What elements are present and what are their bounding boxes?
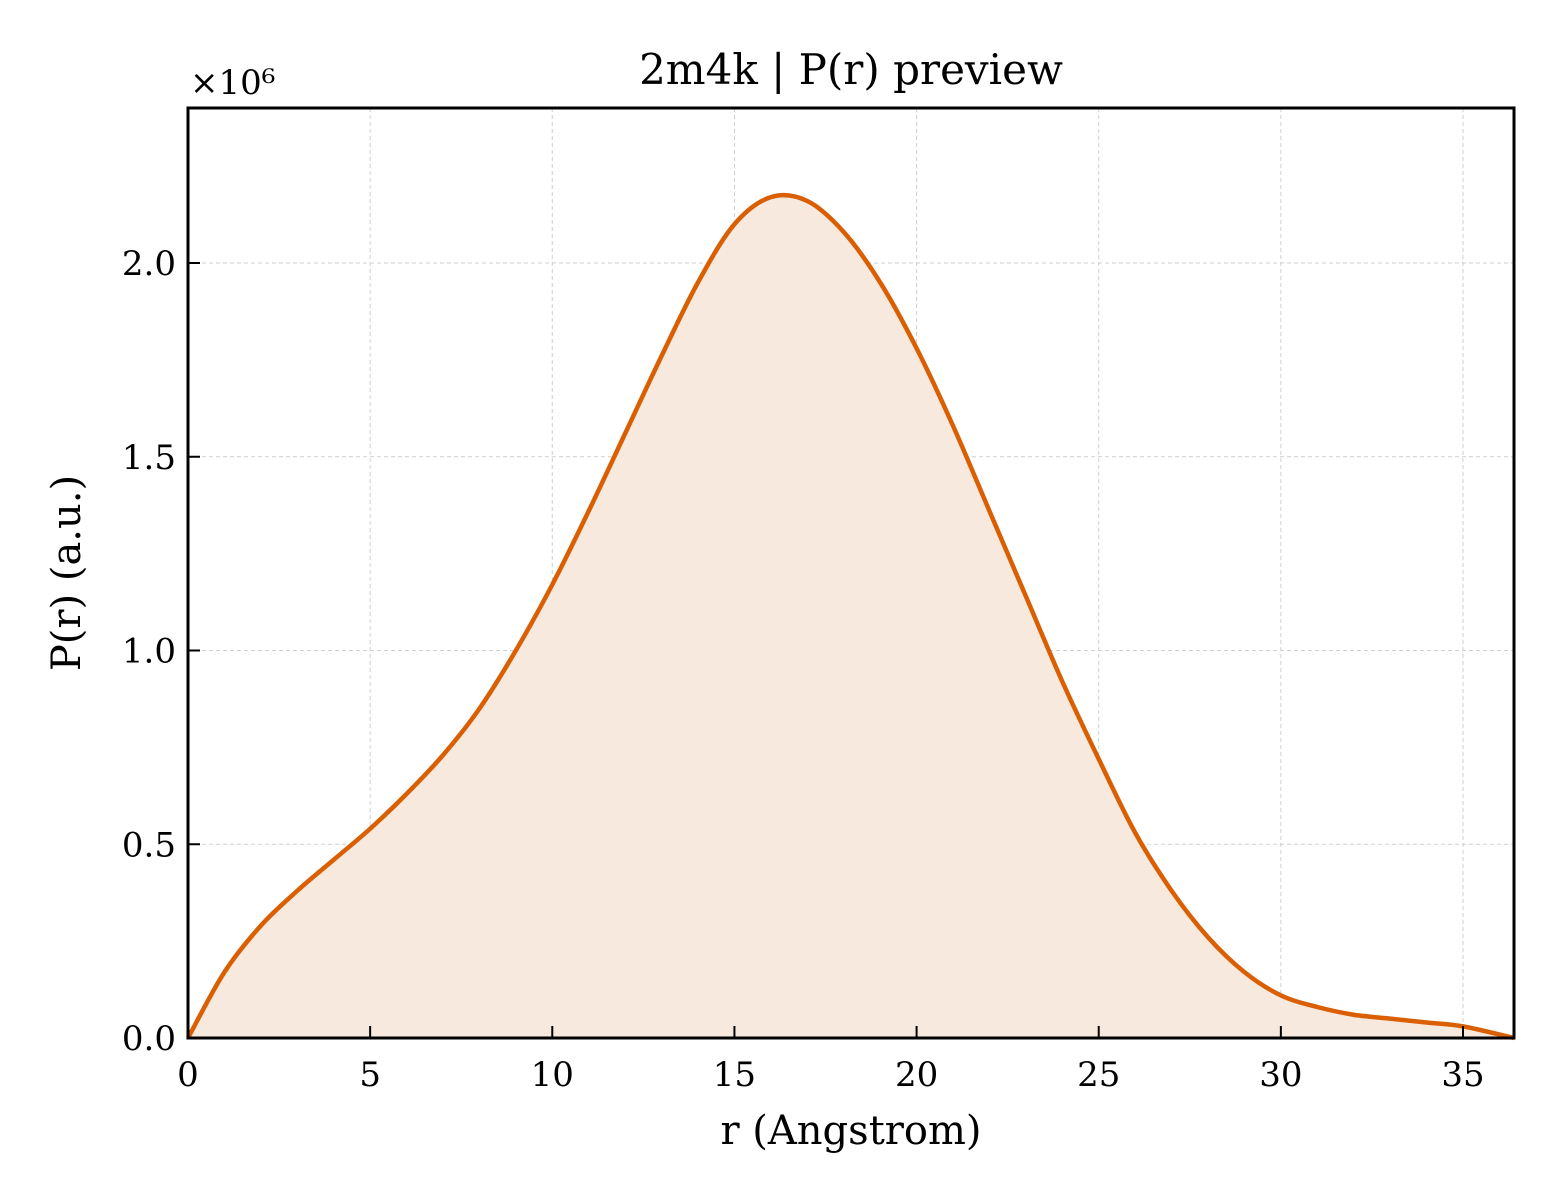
x-tick-label: 15 <box>713 1055 756 1095</box>
x-tick-label: 0 <box>177 1055 199 1095</box>
y-tick-label: 2.0 <box>122 244 176 284</box>
y-tick-label: 0.5 <box>122 825 176 865</box>
ticks: 0 5 10 15 20 25 30 35 0.0 0.5 1.0 1.5 2.0 <box>122 244 1485 1095</box>
x-tick-label: 20 <box>895 1055 938 1095</box>
x-tick-label: 10 <box>531 1055 574 1095</box>
chart-title: 2m4k | P(r) preview <box>639 45 1063 94</box>
y-scale-offset: ×10⁶ <box>190 63 275 103</box>
pr-area-fill <box>188 195 1514 1038</box>
x-tick-label: 5 <box>359 1055 381 1095</box>
x-tick-label: 25 <box>1077 1055 1120 1095</box>
y-tick-label: 0.0 <box>122 1019 176 1059</box>
pr-line <box>186 192 1515 1041</box>
y-axis-label: P(r) (a.u.) <box>44 475 90 671</box>
y-tick-label: 1.0 <box>122 632 176 672</box>
x-axis-label: r (Angstrom) <box>720 1108 981 1154</box>
x-tick-label: 30 <box>1259 1055 1302 1095</box>
plot-frame <box>186 106 1516 1040</box>
x-tick-label: 35 <box>1441 1055 1484 1095</box>
y-tick-label: 1.5 <box>122 438 176 478</box>
